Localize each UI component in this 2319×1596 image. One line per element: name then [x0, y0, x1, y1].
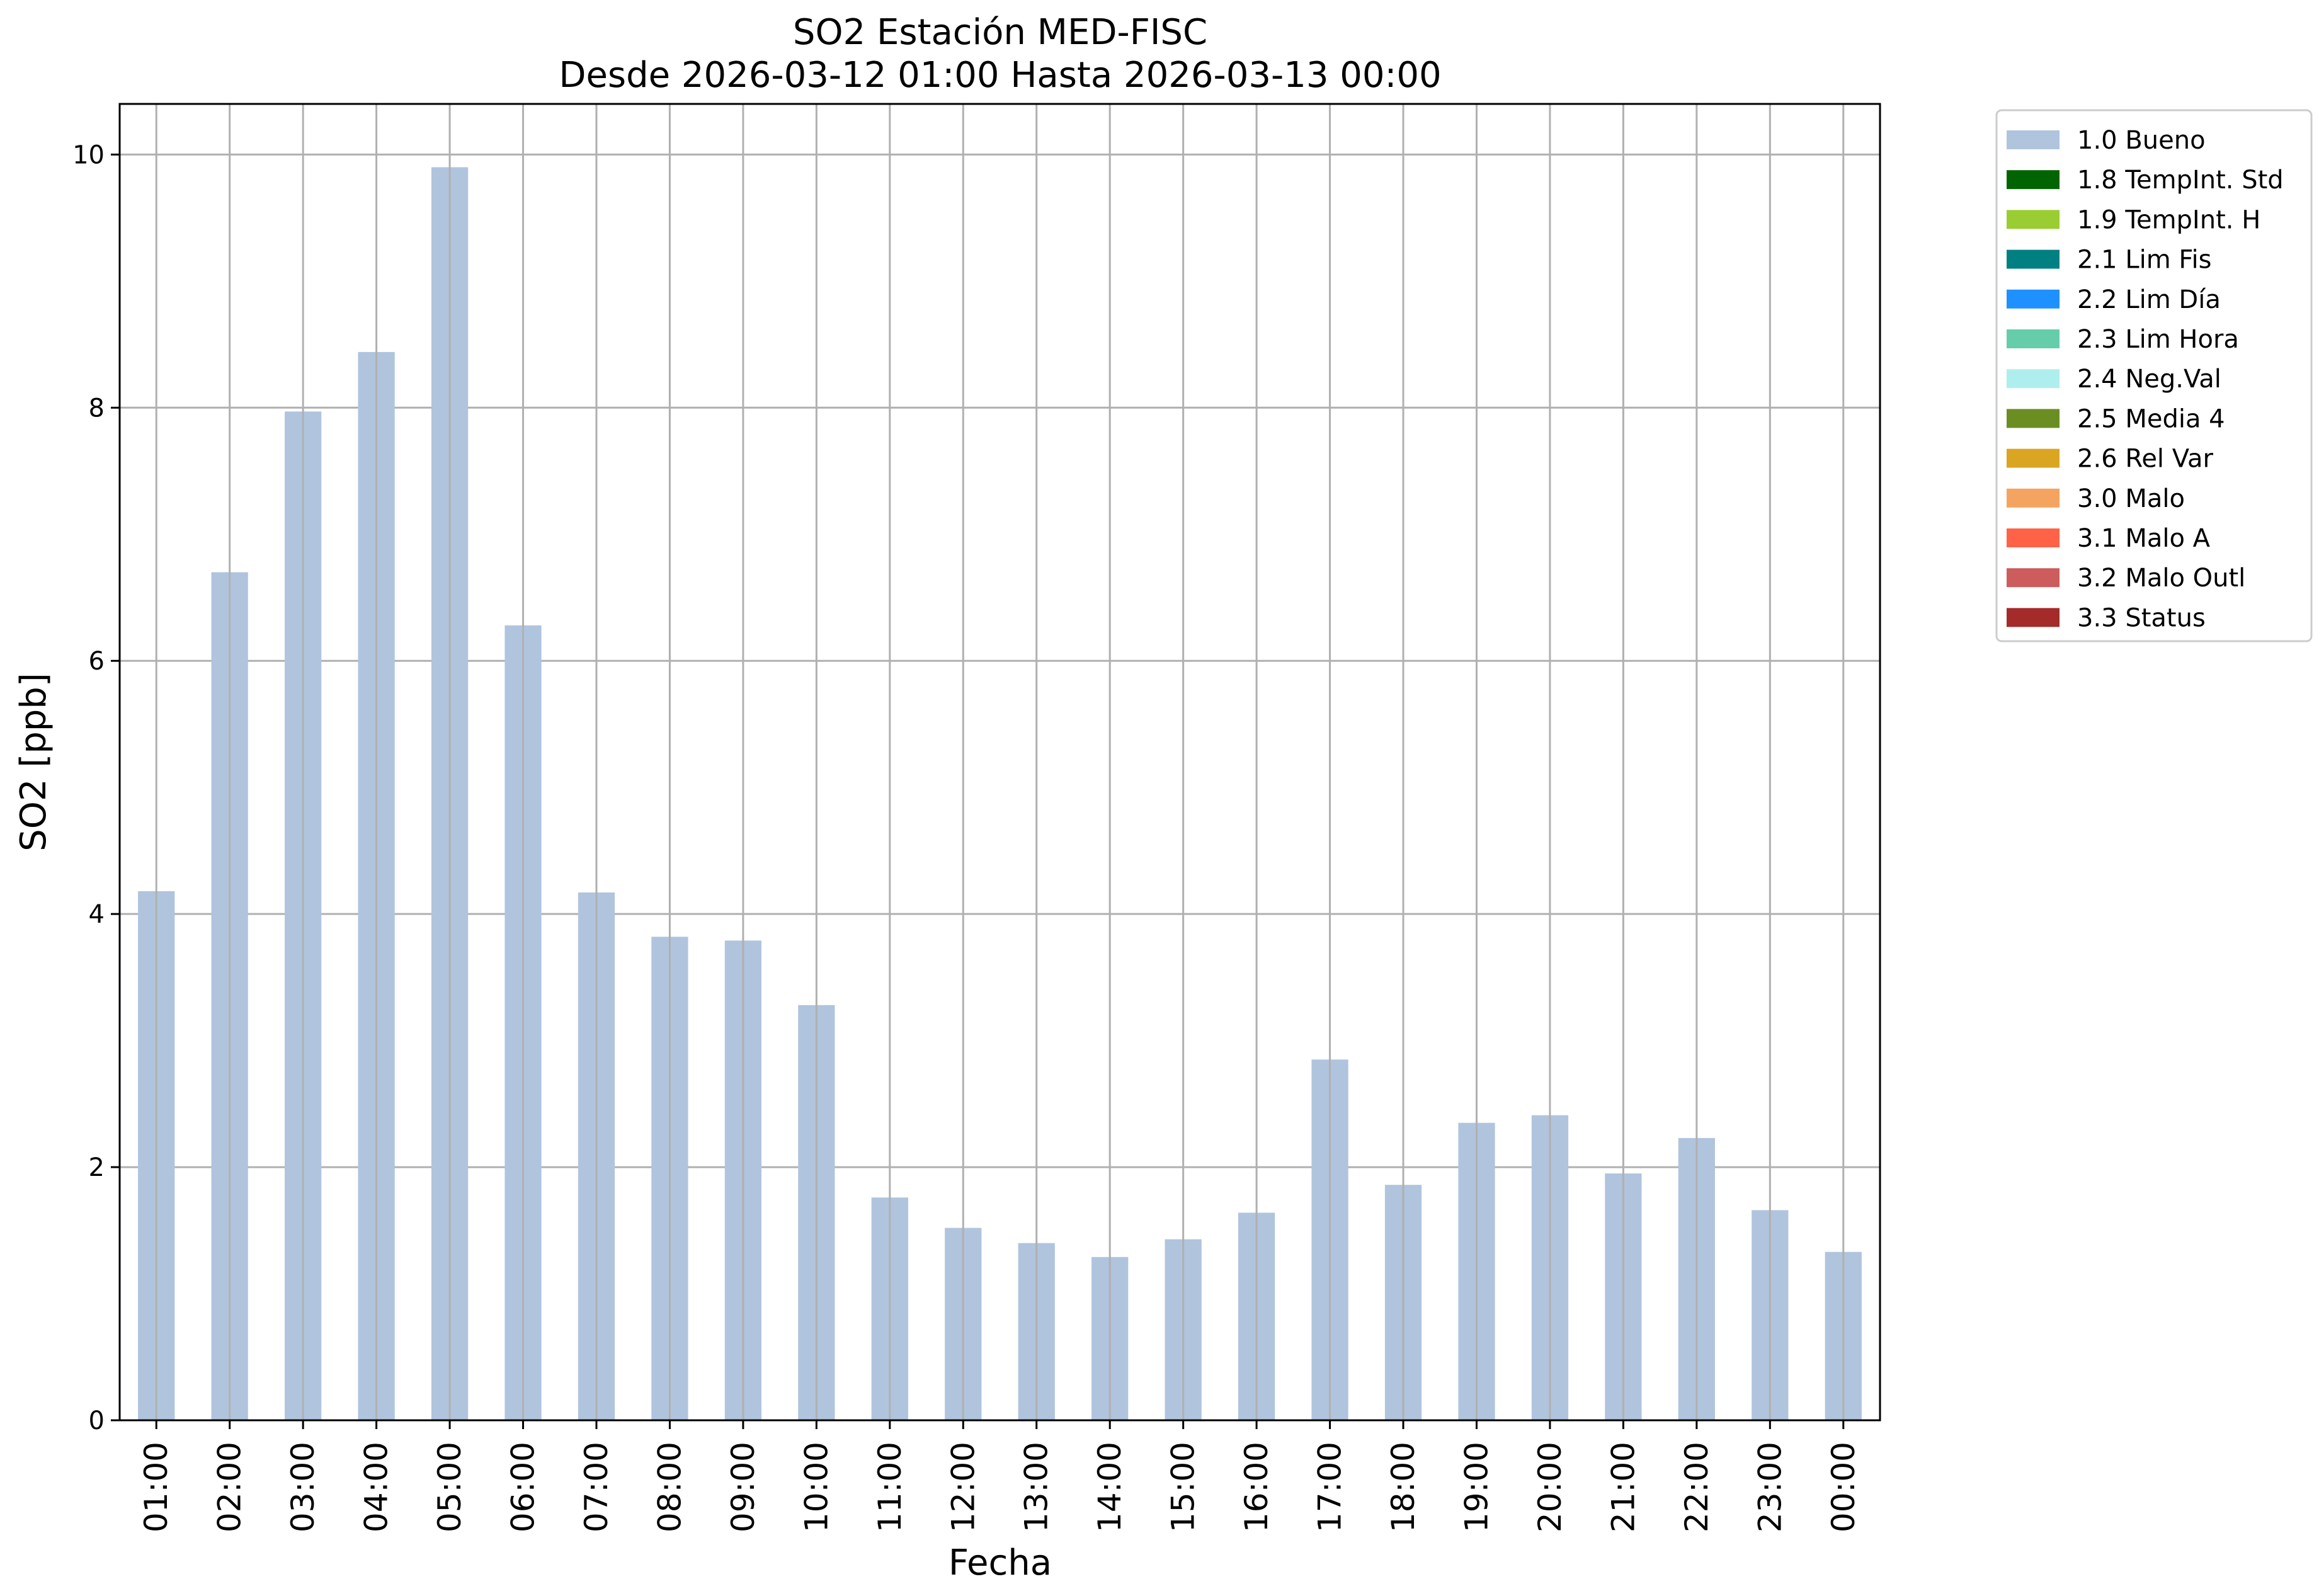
legend-label-10: 3.1 Malo A: [2077, 524, 2211, 553]
x-tick-label-22: 23:00: [1752, 1442, 1788, 1532]
x-tick-label-17: 18:00: [1385, 1442, 1422, 1532]
x-tick-label-5: 06:00: [505, 1442, 542, 1532]
legend-swatch-11: [2007, 568, 2060, 588]
bar-layer: [138, 167, 1862, 1421]
x-tick-label-0: 01:00: [138, 1442, 174, 1532]
legend-swatch-0: [2007, 130, 2060, 149]
legend-label-8: 2.6 Rel Var: [2077, 445, 2214, 474]
x-tick-label-8: 09:00: [725, 1442, 761, 1532]
y-tick-label-1: 2: [89, 1153, 105, 1182]
y-axis: 0 2 4 6 8 10: [72, 140, 120, 1435]
legend-entries: 1.0 Bueno 1.8 TempInt. Std 1.9 TempInt. H 2…: [2007, 126, 2284, 632]
legend-swatch-1: [2007, 170, 2060, 190]
legend-swatch-4: [2007, 289, 2060, 309]
y-axis-label: SO2 [ppb]: [13, 673, 54, 851]
x-tick-label-11: 12:00: [945, 1442, 981, 1532]
x-tick-label-18: 19:00: [1458, 1442, 1495, 1532]
x-tick-label-3: 04:00: [358, 1442, 395, 1532]
x-tick-label-23: 00:00: [1825, 1442, 1862, 1532]
legend-label-6: 2.4 Neg.Val: [2077, 365, 2221, 394]
legend-label-7: 2.5 Media 4: [2077, 404, 2225, 433]
x-tick-label-9: 10:00: [798, 1442, 835, 1532]
x-tick-label-1: 02:00: [212, 1442, 248, 1532]
y-tick-label-4: 8: [89, 394, 105, 423]
x-axis: 01:00 02:00 03:00 04:00 05:00 06:00 07:00 08:00…: [138, 1420, 1862, 1532]
legend-frame: [1995, 109, 2313, 642]
x-tick-label-16: 17:00: [1312, 1442, 1348, 1532]
legend-label-5: 2.3 Lim Hora: [2077, 325, 2239, 354]
x-tick-label-6: 07:00: [578, 1442, 615, 1532]
legend-label-2: 1.9 TempInt. H: [2077, 205, 2260, 234]
xgrid-layer: [155, 104, 1845, 1420]
y-tick-label-0: 0: [89, 1406, 105, 1435]
legend-swatch-8: [2007, 448, 2060, 468]
x-tick-label-14: 15:00: [1165, 1442, 1202, 1532]
y-tick-label-3: 6: [89, 647, 105, 676]
x-axis-label: Fecha: [949, 1542, 1052, 1583]
legend-swatch-7: [2007, 409, 2060, 428]
legend-swatch-5: [2007, 329, 2060, 348]
x-tick-label-20: 21:00: [1605, 1442, 1641, 1532]
legend-label-9: 3.0 Malo: [2077, 484, 2185, 513]
legend-label-1: 1.8 TempInt. Std: [2077, 166, 2284, 195]
legend-label-3: 2.1 Lim Fis: [2077, 246, 2211, 275]
legend-swatch-6: [2007, 369, 2060, 389]
x-tick-label-7: 08:00: [651, 1442, 688, 1532]
x-tick-label-4: 05:00: [431, 1442, 468, 1532]
x-tick-label-15: 16:00: [1238, 1442, 1275, 1532]
legend-label-0: 1.0 Bueno: [2077, 126, 2206, 155]
legend-swatch-9: [2007, 488, 2060, 508]
x-tick-label-19: 20:00: [1532, 1442, 1568, 1532]
y-tick-label-2: 4: [89, 900, 105, 929]
plot-frame: [118, 103, 1881, 1422]
legend-label-11: 3.2 Malo Outl: [2077, 564, 2245, 593]
legend-label-4: 2.2 Lim Día: [2077, 285, 2221, 314]
y-tick-label-5: 10: [72, 140, 105, 169]
legend-label-12: 3.3 Status: [2077, 603, 2206, 632]
legend-swatch-3: [2007, 249, 2060, 269]
legend: 1.0 Bueno 1.8 TempInt. Std 1.9 TempInt. H 2…: [1995, 109, 2313, 642]
chart-title: SO2 Estación MED-FISC: [793, 12, 1207, 53]
x-tick-label-13: 14:00: [1091, 1442, 1128, 1532]
legend-swatch-12: [2007, 608, 2060, 627]
legend-swatch-10: [2007, 528, 2060, 547]
x-tick-label-10: 11:00: [872, 1442, 908, 1532]
x-tick-label-12: 13:00: [1018, 1442, 1055, 1532]
x-tick-label-21: 22:00: [1678, 1442, 1715, 1532]
chart-subtitle: Desde 2026-03-12 01:00 Hasta 2026-03-13 …: [559, 55, 1441, 96]
legend-swatch-2: [2007, 210, 2060, 229]
x-tick-label-2: 03:00: [285, 1442, 321, 1532]
